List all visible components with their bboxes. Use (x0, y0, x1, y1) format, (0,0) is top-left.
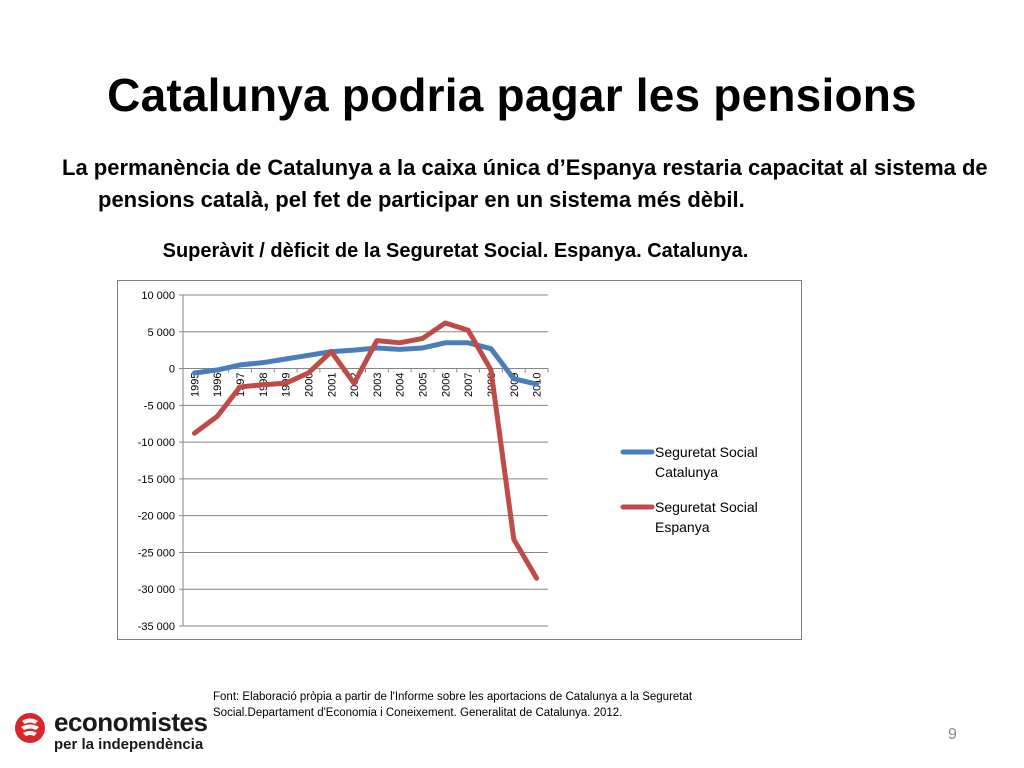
chart-frame: 10 000 5 000 0 -5 000 -10 000 -15 000 -20 000 -… (117, 280, 802, 640)
x-tick-label: 1996 (212, 373, 224, 397)
y-tick-label: -20 000 (138, 511, 175, 523)
y-tick-label: 0 (169, 364, 175, 376)
x-tick-label: 2005 (418, 373, 430, 397)
x-tick-label: 2003 (372, 373, 384, 397)
lead-paragraph: La permanència de Catalunya a la caixa ú… (62, 155, 988, 212)
line-chart: 10 000 5 000 0 -5 000 -10 000 -15 000 -20 000 -… (138, 290, 758, 633)
y-tick-label: -25 000 (138, 547, 175, 559)
x-tick-label: 2000 (303, 373, 315, 397)
y-tick-label: -10 000 (138, 437, 175, 449)
legend-label: Seguretat Social Catalunya (655, 444, 758, 480)
logo: economistes per la independència (14, 708, 214, 758)
chart-title: Superàvit / dèficit de la Seguretat Soci… (162, 240, 749, 262)
logo-name: economistes (54, 707, 208, 737)
y-tick-label: 10 000 (141, 290, 175, 302)
x-tick-label: 2004 (395, 373, 407, 397)
series-line-espanya (191, 320, 540, 581)
x-tick-label: 2001 (326, 373, 338, 397)
x-tick-label: 2006 (440, 373, 452, 397)
legend-label: Seguretat Social Espanya (655, 499, 758, 535)
logo-mark-icon (15, 713, 45, 743)
logo-tagline: per la independència (54, 736, 204, 753)
slide-title: Catalunya podria pagar les pensions (107, 69, 917, 121)
y-tick-label: -30 000 (138, 584, 175, 596)
source-note: Font: Elaboració pròpia a partir de l'In… (213, 691, 693, 719)
page-number: 9 (948, 726, 957, 743)
x-tick-label: 1995 (189, 373, 201, 397)
y-tick-label: -35 000 (138, 621, 175, 633)
x-tick-label: 2007 (463, 373, 475, 397)
y-tick-label: -15 000 (138, 474, 175, 486)
y-tick-label: -5 000 (144, 400, 175, 412)
y-tick-label: 5 000 (147, 327, 175, 339)
